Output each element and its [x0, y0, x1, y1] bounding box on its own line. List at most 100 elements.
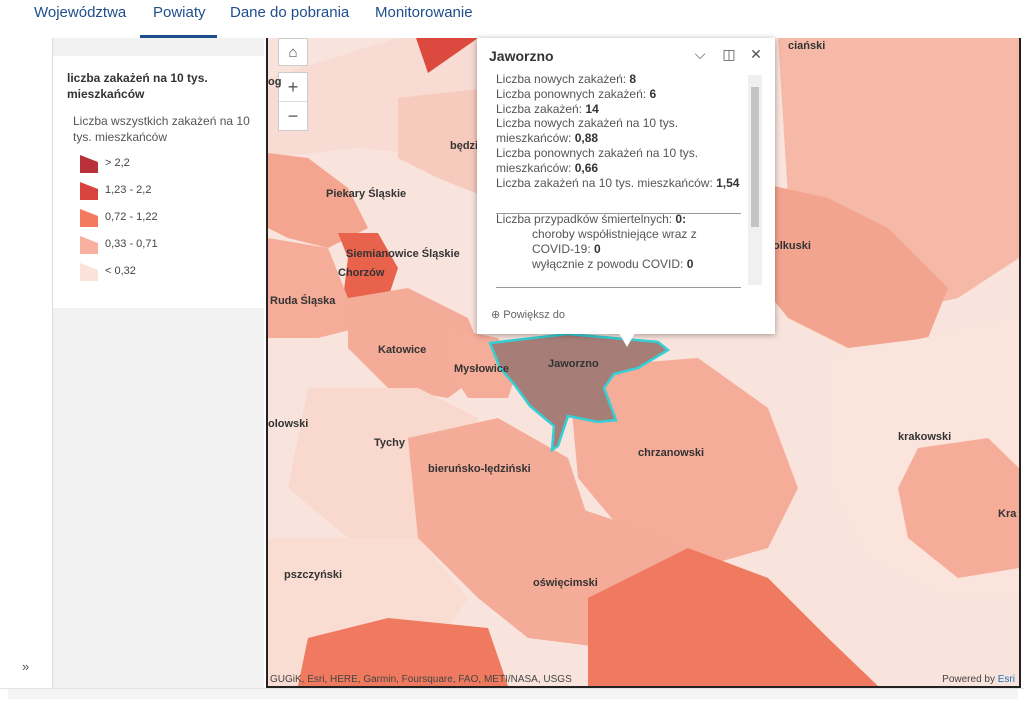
- popup-row-label: Liczba nowych zakażeń:: [496, 72, 630, 86]
- legend: liczba zakażeń na 10 tys. mieszkańców Li…: [53, 56, 264, 308]
- map-label: Piekary Śląskie: [326, 188, 407, 200]
- popup-row-label: wyłącznie z powodu COVID:: [532, 256, 687, 271]
- zoom-to-icon: ⊕: [491, 309, 504, 321]
- map-label: Kra: [998, 508, 1017, 520]
- map-label: bieruńsko-lędziński: [428, 463, 531, 475]
- zoom-in-button[interactable]: +: [287, 76, 299, 97]
- legend-label: 0,33 - 0,71: [105, 238, 158, 250]
- map-label: Chorzów: [338, 267, 385, 279]
- map-label: Mysłowice: [454, 363, 510, 375]
- dock-popup-button[interactable]: ◫: [720, 46, 738, 64]
- popup-row: Liczba nowych zakażeń: 8: [496, 72, 742, 87]
- zoom-controls: + −: [278, 72, 308, 131]
- map-label: Siemianowice Śląskie: [346, 248, 460, 260]
- popup-row-value: 0,88: [574, 131, 599, 146]
- zoom-to-button[interactable]: ⊕ Powiększ do: [491, 308, 565, 321]
- legend-swatch: [80, 263, 98, 281]
- active-tab-indicator: [140, 35, 217, 38]
- popup-title: Jaworzno: [489, 48, 554, 64]
- popup-row-label: choroby współistniejące wraz z COVID-19:: [532, 227, 697, 256]
- popup-divider: [496, 213, 741, 214]
- popup-row-value: 14: [585, 101, 599, 116]
- popup-row-label: Liczba ponownych zakażeń na 10 tys. mies…: [496, 145, 699, 175]
- legend-swatch-shape: [80, 263, 98, 281]
- map-label: Ruda Śląska: [270, 295, 336, 307]
- popup-row-label: Liczba zakażeń:: [496, 101, 586, 116]
- legend-label: > 2,2: [105, 157, 130, 169]
- legend-swatch: [80, 236, 98, 254]
- bottom-scrollbar-track[interactable]: [8, 689, 1018, 699]
- popup-row: Liczba zakażeń na 10 tys. mieszkańców: 1…: [496, 176, 742, 191]
- home-icon: ⌂: [288, 43, 298, 61]
- zoom-to-label: Powiększ do: [503, 309, 566, 321]
- legend-swatch-shape: [80, 236, 98, 254]
- legend-title: liczba zakażeń na 10 tys. mieszkańców: [67, 71, 208, 101]
- popup-row-value: 1,54: [716, 175, 740, 190]
- popup-row-label: Liczba ponownych zakażeń:: [496, 86, 650, 101]
- collapse-popup-button[interactable]: ⌵: [691, 46, 709, 64]
- powered-by-brand[interactable]: Esri: [997, 674, 1015, 685]
- map-label: pszczyński: [284, 569, 343, 581]
- legend-swatch: [80, 209, 98, 227]
- popup-row-value: 0: [686, 256, 694, 271]
- popup-row-label: Liczba nowych zakażeń na 10 tys. mieszka…: [496, 116, 679, 146]
- popup-row: Liczba ponownych zakażeń: 6: [496, 87, 742, 102]
- tab-dane-do-pobrania[interactable]: Dane do pobrania: [230, 4, 350, 21]
- legend-label: < 0,32: [105, 265, 136, 277]
- map-label: og: [268, 76, 282, 88]
- close-icon: ✕: [750, 46, 762, 62]
- legend-label: 1,23 - 2,2: [105, 184, 152, 196]
- close-popup-button[interactable]: ✕: [747, 46, 765, 64]
- map-attribution: GUGiK, Esri, HERE, Garmin, Foursquare, F…: [270, 674, 572, 685]
- choropleth-layer[interactable]: [268, 38, 1019, 686]
- popup-row-comorb: choroby współistniejące wraz z COVID-19:…: [496, 227, 742, 257]
- home-button[interactable]: ⌂: [278, 38, 308, 66]
- map-label: chrzanowski: [638, 447, 705, 459]
- popup-scrollbar-thumb[interactable]: [751, 87, 759, 227]
- popup-scrollbar[interactable]: [748, 75, 762, 285]
- tab-wojewodztwa[interactable]: Województwa: [34, 4, 127, 21]
- sidebar-collapsed: [8, 38, 53, 688]
- popup-row-label: Liczba zakażeń na 10 tys. mieszkańców:: [496, 175, 717, 190]
- popup-row-deaths: Liczba przypadków śmiertelnych: 0:: [496, 212, 742, 227]
- popup-row-label: Liczba przypadków śmiertelnych:: [496, 212, 676, 227]
- top-navigation: Województwa Powiaty Dane do pobrania Mon…: [0, 0, 1024, 38]
- legend-label: 0,72 - 1,22: [105, 211, 158, 223]
- popup-row: Liczba nowych zakażeń na 10 tys. mieszka…: [496, 116, 742, 146]
- legend-swatch-shape: [80, 209, 98, 227]
- tab-powiaty[interactable]: Powiaty: [153, 4, 206, 21]
- map-label: krakowski: [898, 431, 952, 443]
- map-label: ciański: [788, 40, 826, 52]
- popup-pointer: [619, 333, 635, 347]
- expand-sidebar-button[interactable]: »: [22, 659, 30, 674]
- popup-row-covid-only: wyłącznie z powodu COVID: 0: [496, 257, 742, 272]
- popup-row-value: 0,66: [574, 160, 599, 175]
- feature-popup: Jaworzno ⌵ ◫ ✕ Liczba nowych zakażeń: 8 …: [477, 38, 775, 334]
- legend-panel: liczba zakażeń na 10 tys. mieszkańców Li…: [53, 38, 264, 688]
- map-label: olowski: [268, 418, 309, 430]
- map-label: oświęcimski: [533, 577, 598, 589]
- map-label: Jaworzno: [548, 358, 599, 370]
- map-label: olkuski: [773, 240, 811, 252]
- zoom-out-button[interactable]: −: [279, 101, 307, 130]
- powered-by-prefix: Powered by: [942, 674, 998, 685]
- bottom-scrollbar[interactable]: [0, 688, 1024, 703]
- powered-by[interactable]: Powered by Esri: [942, 674, 1015, 685]
- legend-swatch-shape: [80, 182, 98, 200]
- popup-divider: [496, 287, 741, 288]
- popup-row: Liczba ponownych zakażeń na 10 tys. mies…: [496, 146, 742, 176]
- popup-row-value: 6: [649, 86, 657, 101]
- popup-row-value: 0:: [675, 212, 687, 227]
- dock-icon: ◫: [722, 46, 736, 62]
- map-label: będzin: [450, 140, 485, 152]
- map-label: Tychy: [374, 437, 405, 449]
- legend-subtitle: Liczba wszystkich zakażeń na 10 tys. mie…: [73, 114, 250, 144]
- legend-swatch-shape: [80, 155, 98, 173]
- popup-row-value: 8: [629, 72, 637, 86]
- tab-monitorowanie[interactable]: Monitorowanie: [375, 4, 473, 21]
- legend-swatch: [80, 155, 98, 173]
- popup-content: Liczba nowych zakażeń: 8 Liczba ponownyc…: [496, 72, 742, 272]
- popup-row: Liczba zakażeń: 14: [496, 102, 742, 117]
- map-label: Katowice: [378, 344, 427, 356]
- legend-swatch: [80, 182, 98, 200]
